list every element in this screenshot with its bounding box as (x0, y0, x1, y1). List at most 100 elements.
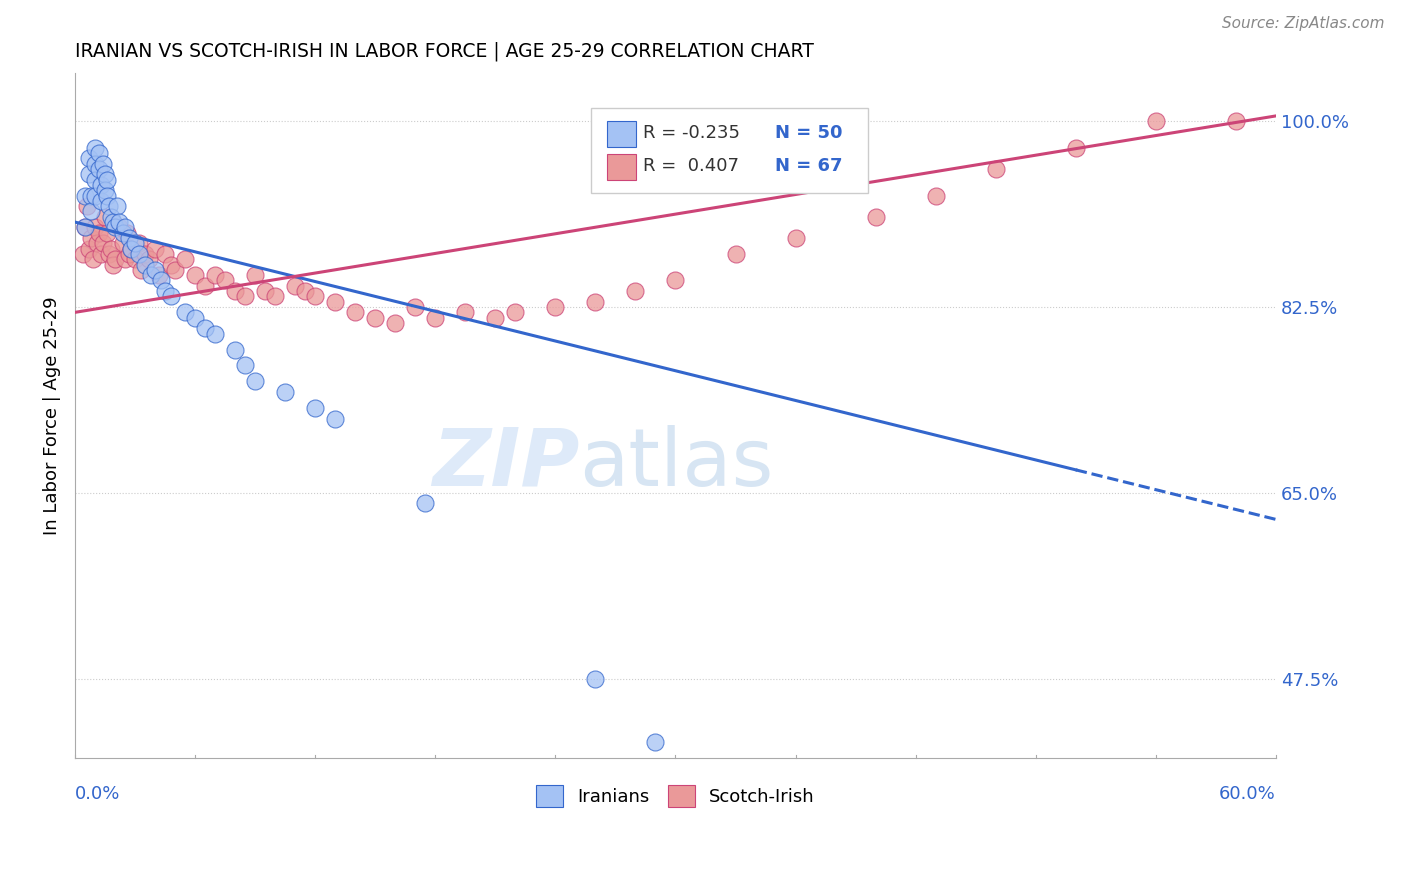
Text: IRANIAN VS SCOTCH-IRISH IN LABOR FORCE | AGE 25-29 CORRELATION CHART: IRANIAN VS SCOTCH-IRISH IN LABOR FORCE |… (75, 42, 814, 62)
Point (91, 236, 114, 251)
Point (413, 496, 436, 510)
Point (80, 204, 103, 219)
Point (72, 247, 94, 261)
Point (73, 220, 96, 235)
Point (138, 252, 160, 267)
Point (323, 294, 346, 309)
Point (120, 242, 142, 256)
Point (224, 284, 246, 298)
Point (284, 278, 307, 293)
Point (84, 172, 107, 186)
Point (243, 375, 266, 389)
Point (84, 220, 107, 235)
Point (204, 268, 226, 283)
Point (184, 310, 207, 325)
Point (194, 321, 217, 335)
Point (264, 289, 287, 303)
Point (233, 289, 256, 303)
Point (105, 199, 128, 213)
FancyBboxPatch shape (607, 121, 636, 146)
Point (101, 215, 124, 229)
Point (91, 157, 114, 171)
Point (544, 300, 567, 314)
Point (624, 284, 647, 298)
Point (80, 231, 103, 245)
Y-axis label: In Labor Force | Age 25-29: In Labor Force | Age 25-29 (44, 296, 60, 535)
Point (87, 226, 110, 240)
Point (924, 188, 946, 202)
Point (1225, 114, 1247, 128)
Point (124, 252, 146, 267)
Point (100, 242, 122, 256)
Point (90, 178, 112, 192)
Point (120, 242, 142, 256)
Point (454, 305, 477, 319)
Point (364, 310, 387, 325)
Point (174, 305, 197, 319)
Text: R =  0.407: R = 0.407 (643, 157, 740, 175)
Point (98, 199, 121, 213)
Point (583, 294, 606, 309)
Text: Source: ZipAtlas.com: Source: ZipAtlas.com (1222, 16, 1385, 31)
Point (96, 188, 118, 202)
Point (76, 199, 98, 213)
Point (118, 231, 141, 245)
Point (134, 258, 156, 272)
Point (404, 300, 426, 314)
Point (184, 268, 207, 283)
Point (77, 242, 100, 256)
Point (344, 305, 367, 319)
Point (73, 220, 96, 235)
Point (82, 252, 104, 267)
Point (304, 289, 326, 303)
Point (115, 226, 138, 240)
Point (114, 252, 136, 267)
Point (98, 247, 121, 261)
Point (124, 236, 146, 251)
Point (323, 411, 346, 425)
Point (80, 188, 103, 202)
Point (384, 316, 406, 330)
Point (84, 188, 107, 202)
Point (785, 231, 807, 245)
Text: atlas: atlas (579, 425, 773, 503)
Point (87, 161, 110, 176)
FancyBboxPatch shape (607, 154, 636, 179)
Point (304, 401, 326, 415)
Point (224, 343, 246, 357)
Point (114, 220, 136, 235)
Point (664, 273, 686, 287)
Point (153, 284, 176, 298)
Point (724, 247, 747, 261)
Point (243, 268, 266, 283)
Point (101, 258, 124, 272)
Point (148, 268, 170, 283)
Text: ZIP: ZIP (432, 425, 579, 503)
Point (86, 236, 108, 251)
Point (160, 289, 183, 303)
Point (94, 183, 117, 197)
Point (484, 310, 506, 325)
Point (204, 326, 226, 341)
Text: 60.0%: 60.0% (1219, 785, 1277, 803)
Point (165, 263, 187, 277)
Point (96, 172, 118, 186)
Point (150, 273, 173, 287)
Point (77, 152, 100, 166)
Point (143, 242, 166, 256)
Point (194, 278, 217, 293)
Point (254, 284, 277, 298)
Point (73, 188, 96, 202)
Point (128, 247, 150, 261)
Point (294, 284, 316, 298)
Point (108, 215, 131, 229)
Legend: Iranians, Scotch-Irish: Iranians, Scotch-Irish (529, 778, 823, 814)
Point (112, 236, 135, 251)
Point (1144, 114, 1167, 128)
Point (94, 167, 117, 181)
Point (108, 220, 131, 235)
Point (153, 247, 176, 261)
Point (160, 258, 183, 272)
Point (128, 236, 150, 251)
Text: R = -0.235: R = -0.235 (643, 124, 740, 142)
